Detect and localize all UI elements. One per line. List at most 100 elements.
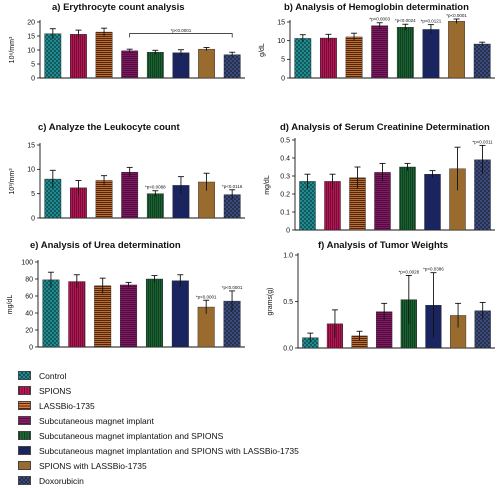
y-tick-label: 0.5 — [283, 299, 293, 306]
bar — [70, 34, 87, 79]
legend-item: Subcutaneous magnet implantation and SPI… — [18, 443, 488, 458]
y-tick-label: 15 — [27, 142, 35, 149]
y-axis-label: 10³/mm³ — [9, 168, 16, 195]
bar — [121, 172, 139, 219]
y-tick-label: 0 — [31, 75, 35, 82]
significance-label: *p<0.0001 — [222, 285, 243, 290]
y-tick-label: 10 — [277, 38, 285, 45]
bar — [448, 21, 465, 79]
significance-label: *p<0.0001 — [446, 13, 467, 18]
legend-swatch — [18, 401, 31, 410]
y-tick-label: 20 — [27, 19, 35, 26]
legend-swatch — [18, 416, 31, 425]
legend-label: SPIONS — [39, 385, 72, 396]
y-tick-label: 10 — [27, 167, 35, 174]
y-tick-label: 60 — [25, 293, 33, 300]
chart-a-erythrocyte: a) Erythrocyte count analysis 10⁶/mm³ 0 5 10… — [9, 2, 245, 82]
significance-label: *p<0.0386 — [423, 267, 444, 272]
significance-label: *p<0.0121 — [421, 19, 442, 24]
bar — [424, 174, 441, 231]
bar — [171, 280, 189, 348]
bar — [345, 36, 363, 79]
y-tick-label: 0.3 — [280, 173, 290, 180]
legend-item: Subcutaneous magnet implant — [18, 413, 488, 428]
y-tick-label: 0 — [29, 344, 33, 351]
y-tick-label: 20 — [25, 327, 33, 334]
y-tick-label: 5 — [31, 61, 35, 68]
y-axis-label: 10⁶/mm³ — [9, 36, 16, 63]
y-axis-label: mg/dL — [264, 175, 271, 195]
legend-item: SPIONS with LASSBio-1735 — [18, 458, 488, 473]
legend-label: Subcutaneous magnet implant — [39, 415, 154, 426]
legend-swatch — [18, 446, 31, 455]
y-tick-label: 80 — [25, 276, 33, 283]
bar — [294, 38, 312, 79]
bar — [299, 181, 316, 231]
significance-label: *p<0.0088 — [145, 185, 166, 190]
legend-label: SPIONS with LASSBio-1735 — [39, 460, 147, 471]
y-tick-label: 15 — [27, 33, 35, 40]
chart-e-urea: e) Analysis of Urea determination mg/dL 0 2… — [7, 240, 245, 351]
bar — [95, 180, 113, 219]
y-tick-label: 0.4 — [280, 155, 290, 162]
y-tick-label: 40 — [25, 310, 33, 317]
bar — [120, 284, 138, 348]
chart-d-creatinine: d) Analysis of Serum Creatinine Determin… — [264, 122, 495, 234]
legend-swatch — [18, 386, 31, 395]
bar — [422, 29, 440, 79]
significance-label: *p<0.0028 — [398, 269, 419, 274]
bar — [145, 278, 163, 348]
y-axis-label: g/dL — [259, 43, 266, 57]
significance-label: *p<0.0116 — [222, 184, 243, 189]
legend-label: Subcutaneous magnet implantation and SPI… — [39, 430, 224, 441]
legend-label: Doxorubicin — [39, 475, 84, 486]
legend-swatch — [18, 431, 31, 440]
bar — [473, 43, 491, 79]
chart-title: d) Analysis of Serum Creatinine Determin… — [280, 122, 490, 133]
bar — [95, 31, 113, 79]
legend-label: Subcutaneous magnet implantation and SPI… — [39, 445, 299, 456]
bar — [320, 37, 337, 79]
legend-item: Doxorubicin — [18, 473, 488, 488]
y-tick-label: 0 — [286, 227, 290, 234]
bar — [68, 281, 86, 348]
legend-item: Control — [18, 368, 488, 383]
significance-label: *p<0.0024 — [395, 18, 416, 23]
significance-label: *p<0.0311 — [472, 139, 493, 144]
legend-item: LASSBio-1735 — [18, 398, 488, 413]
chart-title: b) Analysis of Hemoglobin determination — [284, 2, 469, 13]
chart-f-tumor-weights: f) Analysis of Tumor Weights grams(g) 0.0 0… — [267, 240, 495, 352]
bar — [121, 50, 139, 79]
bar — [198, 48, 215, 79]
bar — [146, 52, 164, 79]
y-tick-label: 0.0 — [283, 345, 293, 352]
legend-swatch — [18, 461, 31, 470]
chart-c-leukocyte: c) Analyze the Leukocyte count 10³/mm³ 0 5 1… — [9, 122, 245, 222]
bar — [399, 166, 416, 231]
y-axis-label: grams(g) — [267, 287, 274, 315]
legend-label: Control — [39, 370, 67, 381]
y-tick-label: 5 — [281, 57, 285, 64]
legend-swatch — [18, 476, 31, 485]
y-tick-label: 0.5 — [280, 137, 290, 144]
y-tick-label: 0.1 — [280, 209, 290, 216]
y-tick-label: 15 — [277, 19, 285, 26]
bar — [146, 193, 164, 219]
y-tick-label: 0.2 — [280, 191, 290, 198]
significance-label: *p<0.0001 — [171, 28, 192, 33]
bar — [396, 27, 414, 79]
y-tick-label: 0 — [31, 215, 35, 222]
significance-bracket — [129, 33, 233, 38]
bar — [172, 52, 190, 79]
chart-title: e) Analysis of Urea determination — [30, 240, 181, 251]
bar — [44, 33, 62, 79]
chart-title: a) Erythrocyte count analysis — [52, 2, 185, 13]
legend-swatch — [18, 371, 31, 380]
bar — [223, 54, 241, 79]
bar — [371, 25, 389, 79]
y-tick-label: 100 — [21, 259, 33, 266]
bar — [94, 285, 112, 348]
y-tick-label: 10 — [27, 47, 35, 54]
chart-b-hemoglobin: b) Analysis of Hemoglobin determination g… — [259, 2, 495, 82]
